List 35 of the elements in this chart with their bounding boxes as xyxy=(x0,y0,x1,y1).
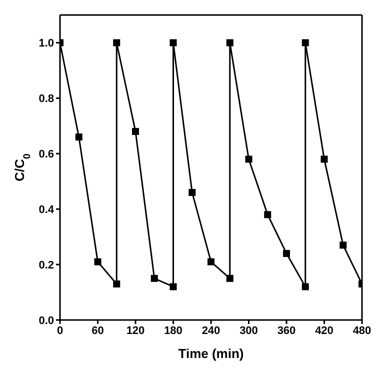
point xyxy=(283,250,290,257)
point xyxy=(226,274,234,282)
y-tick-label: 0.8 xyxy=(38,93,54,106)
point xyxy=(245,156,252,163)
y-tick-label: 1.0 xyxy=(38,38,54,50)
point xyxy=(188,188,196,196)
point xyxy=(94,258,102,266)
x-tick-label: 300 xyxy=(240,324,258,337)
x-tick-label: 60 xyxy=(92,324,104,337)
x-tick-label: 420 xyxy=(315,324,334,337)
point xyxy=(113,39,120,46)
point xyxy=(320,156,328,163)
point xyxy=(302,283,309,290)
x-tick-label: 0 xyxy=(56,324,64,337)
y-tick-label: 0.6 xyxy=(38,148,54,161)
point xyxy=(226,39,234,46)
x-tick-label: 360 xyxy=(277,324,296,337)
point xyxy=(170,283,177,290)
point xyxy=(170,39,177,46)
point xyxy=(150,274,158,282)
x-tick-label: 480 xyxy=(352,324,372,337)
point xyxy=(132,128,139,135)
x-axis-title: Time (min) xyxy=(178,346,244,361)
y-tick-label: 0.4 xyxy=(38,204,55,216)
point xyxy=(113,280,120,288)
point xyxy=(75,134,82,140)
point xyxy=(340,242,347,249)
x-tick-label: 240 xyxy=(202,324,220,337)
point xyxy=(264,211,272,218)
x-tick-label: 180 xyxy=(164,324,182,337)
point xyxy=(208,258,214,266)
y-tick-label: 0.2 xyxy=(38,259,54,272)
x-tick-label: 120 xyxy=(126,324,145,337)
y-tick-label: 0.0 xyxy=(38,314,54,327)
point xyxy=(302,39,309,46)
